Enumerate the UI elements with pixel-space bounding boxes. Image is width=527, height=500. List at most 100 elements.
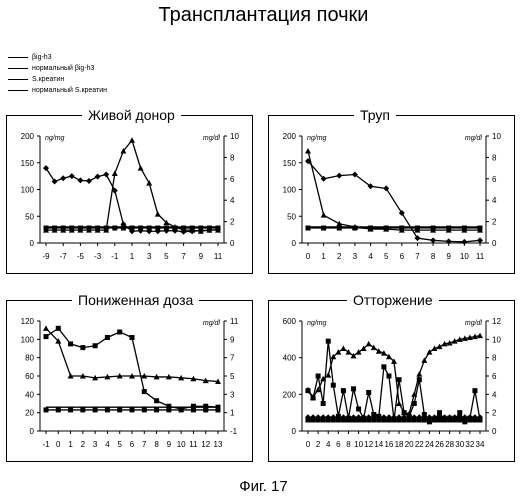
panel-title: Труп [354,106,396,124]
panel-title: Живой донор [82,106,181,124]
x-tick-label: 6 [400,252,405,261]
x-tick-label: 28 [445,440,454,449]
data-point [121,226,126,231]
y2-tick-label: 10 [492,132,501,141]
x-tick-label: 8 [346,440,351,449]
data-point [130,407,135,412]
legend-line [8,68,28,69]
chart-panel-living-donor: Живой донор ng/mgmg/dl050100150200024681… [6,115,253,274]
chart-rejection: ng/mgmg/dl020040060002468101202468101214… [269,301,514,461]
data-point [331,418,336,423]
y-tick-label: 400 [283,354,297,363]
data-point [351,386,356,391]
data-point [207,226,212,231]
data-point [376,418,381,423]
data-point [447,418,452,423]
data-point [130,226,135,231]
data-point [311,418,316,423]
x-tick-label: 3 [147,252,152,261]
data-point [366,418,371,423]
x-tick-label: 4 [326,440,331,449]
data-point [129,137,135,143]
data-point [60,175,66,181]
data-point [191,407,196,412]
data-point [105,407,110,412]
series-line [308,341,480,422]
y-tick-label: 120 [21,317,35,326]
x-tick-label: 2 [337,252,342,261]
data-point [93,343,98,348]
y-tick-label: 600 [283,317,297,326]
data-point [321,418,326,423]
y2-tick-label: 4 [492,196,497,205]
left-unit-label: ng/mg [307,320,327,327]
data-point [316,374,321,379]
data-point [462,226,467,231]
x-tick-label: 11 [214,252,223,261]
y2-tick-label: 2 [230,218,235,227]
x-tick-label: 12 [201,440,210,449]
y2-tick-label: 6 [230,175,235,184]
data-point [371,418,376,423]
x-tick-label: 4 [368,252,373,261]
x-tick-label: 3 [353,252,358,261]
chart-living-donor: ng/mgmg/dl0501001502000246810-9-7-5-3-11… [7,116,252,273]
data-point [68,341,73,346]
data-point [331,383,336,388]
data-point [340,346,346,352]
data-point [356,418,361,423]
data-point [407,418,412,423]
data-point [341,418,346,423]
data-point [146,180,152,186]
figure-caption: Фиг. 17 [0,478,527,495]
x-tick-label: 32 [465,440,474,449]
x-tick-label: 8 [154,440,159,449]
y2-tick-label: 4 [230,196,235,205]
right-unit-label: mg/dl [203,135,221,142]
data-point [442,418,447,423]
data-point [112,226,117,231]
data-point [86,178,92,184]
y2-tick-label: 8 [492,354,497,363]
x-tick-label: 5 [384,252,389,261]
data-point [336,221,342,227]
data-point [346,418,351,423]
data-point [462,418,467,423]
x-tick-label: -3 [94,252,102,261]
data-point [306,226,311,231]
series-1 [306,339,483,425]
data-point [477,237,483,243]
data-point [93,407,98,412]
data-point [155,226,160,231]
y-tick-label: 0 [30,239,35,248]
data-point [478,418,483,423]
data-point [80,345,85,350]
y2-tick-label: 12 [492,317,501,326]
data-point [381,418,386,423]
data-point [306,418,311,423]
data-point [142,389,147,394]
legend-item: S.креатин [8,74,107,85]
y-tick-label: 20 [25,409,34,418]
x-tick-label: 9 [447,252,452,261]
y-tick-label: 150 [283,159,297,168]
x-tick-label: 5 [164,252,169,261]
data-point [416,371,422,377]
data-point [87,226,92,231]
series-3 [43,325,221,384]
data-point [336,173,342,179]
x-tick-label: 4 [105,440,110,449]
data-point [112,170,118,176]
y2-tick-label: 1 [230,409,235,418]
data-point [467,418,472,423]
legend-label: нормальный βig-h3 [32,63,94,74]
data-point [427,418,432,423]
x-tick-label: 14 [374,440,383,449]
series-4 [306,418,483,423]
y2-tick-label: 0 [492,239,497,248]
data-point [52,226,57,231]
panel-title: Пониженная доза [72,291,199,309]
y2-tick-label: 6 [492,175,497,184]
data-point [43,325,49,331]
x-tick-label: 1 [130,252,135,261]
